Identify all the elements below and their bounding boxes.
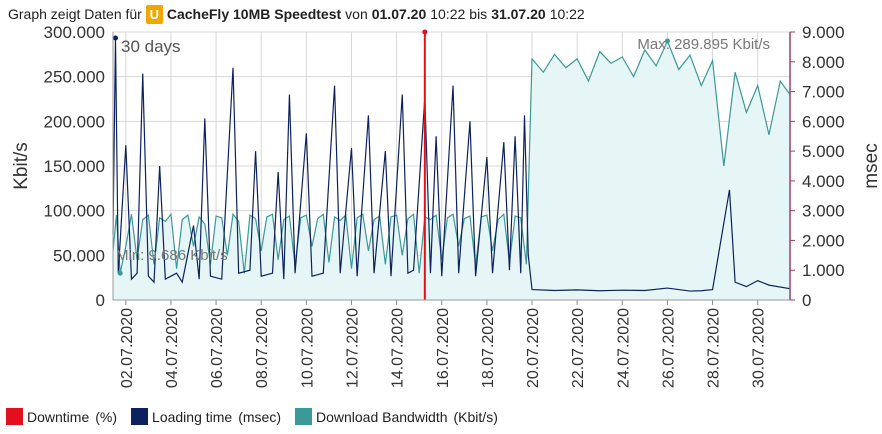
legend-item[interactable]: Download Bandwidth (Kbit/s) xyxy=(294,408,498,425)
legend-swatch xyxy=(131,408,149,425)
loading-time-series-line xyxy=(112,37,791,292)
right-tick-label: 8.000 xyxy=(802,53,845,72)
header-from-word: von xyxy=(345,6,368,22)
left-tick-label: 50.000 xyxy=(53,246,105,265)
right-tick-label: 2.000 xyxy=(802,231,845,250)
speedtest-chart: 0 50.000 100.000 150.000 200.000 250.000 300.0… xyxy=(11,26,882,388)
left-tick-label: 150.000 xyxy=(44,157,105,176)
header-from-date: 01.07.20 xyxy=(371,6,427,22)
x-tick-label: 02.07.2020 xyxy=(119,308,136,388)
graph-header: Graph zeigt Daten für U CacheFly 10MB Sp… xyxy=(8,3,585,25)
x-tick-label: 24.07.2020 xyxy=(615,308,632,388)
right-tick-label: 5.000 xyxy=(802,142,845,161)
header-prefix: Graph zeigt Daten für xyxy=(8,6,142,22)
legend-label: Downtime xyxy=(27,408,90,425)
bandwidth-area xyxy=(113,41,790,301)
period-label: 30 days xyxy=(121,37,181,56)
right-tick-label: 4.000 xyxy=(802,172,845,191)
header-to-time: 10:22 xyxy=(549,6,585,22)
right-tick-label: 7.000 xyxy=(802,83,845,102)
right-tick-label: 6.000 xyxy=(802,112,845,131)
legend: Downtime (%) Loading time (msec) Download Ba… xyxy=(6,408,512,425)
x-tick-label: 28.07.2020 xyxy=(706,308,723,388)
legend-unit: (msec) xyxy=(238,408,281,425)
header-to-word: bis xyxy=(469,6,488,22)
left-tick-label: 200.000 xyxy=(44,112,105,131)
downtime-point xyxy=(422,29,428,35)
x-tick-label: 16.07.2020 xyxy=(435,308,452,388)
sensor-status-badge: U xyxy=(145,4,163,24)
right-tick-label: 9.000 xyxy=(802,26,845,42)
max-annotation: Max: 289.895 Kbit/s xyxy=(637,36,770,53)
header-to-date: 31.07.20 xyxy=(491,6,546,22)
left-tick-label: 100.000 xyxy=(44,202,105,221)
sensor-name[interactable]: CacheFly 10MB Speedtest xyxy=(166,6,342,22)
legend-item[interactable]: Loading time (msec) xyxy=(131,408,281,425)
bandwidth-max-point xyxy=(664,38,670,44)
x-tick-label: 20.07.2020 xyxy=(525,308,542,388)
legend-item[interactable]: Downtime (%) xyxy=(6,408,117,425)
right-axis-title: msec xyxy=(861,143,882,188)
x-tick-label: 14.07.2020 xyxy=(390,308,407,388)
x-tick-label: 04.07.2020 xyxy=(164,308,181,388)
legend-unit: (%) xyxy=(95,408,118,425)
loading-time-max-point xyxy=(112,35,118,41)
legend-label: Loading time xyxy=(152,408,233,425)
x-tick-label: 08.07.2020 xyxy=(254,308,271,388)
left-tick-label: 250.000 xyxy=(44,68,105,87)
right-tick-label: 3.000 xyxy=(802,202,845,221)
x-tick-label: 18.07.2020 xyxy=(480,308,497,388)
x-tick-label: 30.07.2020 xyxy=(751,308,768,388)
header-from-time: 10:22 xyxy=(430,6,466,22)
bandwidth-min-point xyxy=(117,270,123,276)
x-tick-label: 06.07.2020 xyxy=(209,308,226,388)
right-tick-label: 0 xyxy=(802,291,811,310)
right-tick-label: 1.000 xyxy=(802,261,845,280)
x-tick-label: 26.07.2020 xyxy=(660,308,677,388)
legend-label: Download Bandwidth xyxy=(315,408,448,425)
legend-swatch xyxy=(294,408,312,425)
x-tick-label: 10.07.2020 xyxy=(299,308,316,388)
min-annotation: Min: 9.686 Kbit/s xyxy=(116,247,228,264)
x-tick-label: 22.07.2020 xyxy=(570,308,587,388)
x-tick-label: 12.07.2020 xyxy=(344,308,361,388)
legend-swatch xyxy=(6,408,23,425)
left-tick-label: 300.000 xyxy=(44,26,105,42)
left-tick-label: 0 xyxy=(96,291,105,310)
left-axis-title: Kbit/s xyxy=(11,142,32,190)
legend-unit: (Kbit/s) xyxy=(453,408,498,425)
